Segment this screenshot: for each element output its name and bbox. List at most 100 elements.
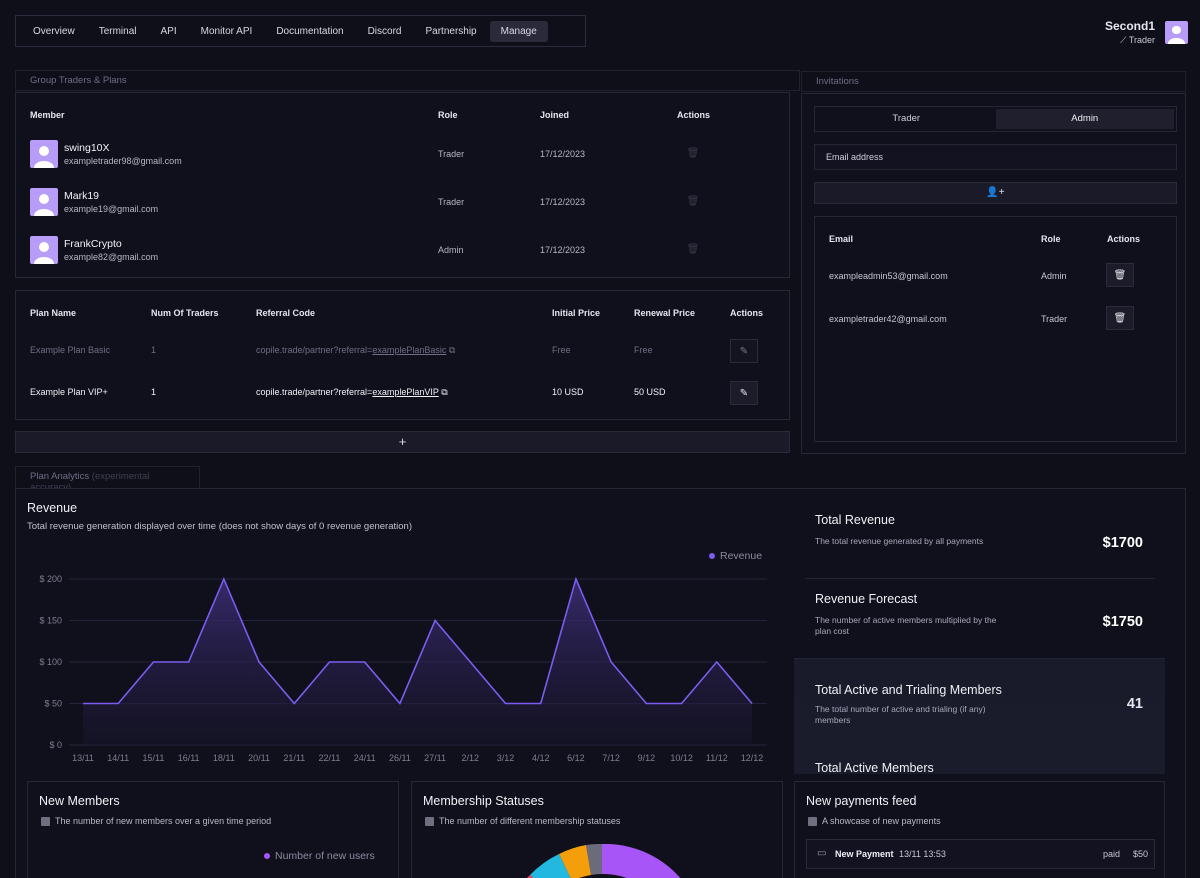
donut-slice-gray [586, 844, 602, 875]
y-tick-label: $ 200 [39, 574, 62, 584]
tab-documentation[interactable]: Documentation [276, 25, 344, 37]
tab-trader[interactable]: Trader [892, 113, 921, 124]
donut-slice-cyan [530, 854, 571, 878]
tab-partnership[interactable]: Partnership [425, 25, 477, 37]
user-menu[interactable]: Second1 ⟋ Trader [1105, 19, 1188, 46]
x-tick-label: 3/12 [497, 753, 515, 763]
edit-icon: ✎ [739, 345, 749, 357]
table-row: Mark19 example19@gmail.com Trader 17/12/… [30, 188, 775, 218]
revenue-legend: Revenue [709, 550, 762, 562]
add-plan-button[interactable]: + [15, 431, 790, 453]
chart-icon [41, 816, 50, 826]
tab-terminal[interactable]: Terminal [98, 25, 137, 37]
copy-icon[interactable]: ⧉ [441, 387, 448, 397]
email-field[interactable]: Email address [814, 144, 1177, 170]
tab-api[interactable]: API [160, 25, 177, 37]
plan-name: Example Plan Basic [30, 345, 111, 355]
payment-amount: $50 [1132, 849, 1148, 859]
card-title: New Members [39, 794, 120, 808]
legend-dot [264, 853, 270, 859]
edit-icon: ✎ [739, 387, 749, 399]
user-name: Second1 [1104, 19, 1155, 33]
wand-icon: ⟋ [1120, 35, 1127, 45]
member-role: Admin [438, 245, 464, 255]
chart-icon [425, 816, 434, 826]
payment-item[interactable]: ▭ New Payment 13/11 13:53 paid $50 [806, 839, 1155, 869]
stat-title: Total Revenue [815, 513, 895, 527]
trash-icon: 🗑 [1113, 312, 1127, 324]
payment-status: paid [1102, 849, 1120, 859]
referral-link[interactable]: copile.trade/partner?referral=examplePla… [256, 345, 455, 356]
edit-plan-button[interactable]: ✎ [730, 381, 758, 405]
plan-renewal-price: Free [634, 345, 653, 355]
revenue-title: Revenue [27, 501, 78, 515]
referral-code: examplePlanVIP [372, 387, 439, 397]
x-tick-label: 12/12 [741, 753, 764, 763]
top-nav: Overview Terminal API Monitor API Docume… [15, 15, 586, 47]
analytics-section-note: (experimental accuracy) [30, 471, 150, 493]
tab-overview[interactable]: Overview [33, 25, 75, 37]
avatar [30, 140, 58, 168]
invite-role: Admin [1041, 271, 1067, 281]
avatar [30, 188, 58, 216]
invite-button[interactable]: 👤+ [814, 182, 1177, 204]
x-tick-label: 18/11 [213, 753, 235, 763]
copy-icon[interactable]: ⧉ [448, 345, 456, 355]
x-tick-label: 26/11 [389, 753, 411, 763]
card-desc-text: The number of new members over a given t… [55, 816, 272, 826]
edit-plan-button[interactable]: ✎ [730, 339, 758, 363]
delete-member-button[interactable]: 🗑 [682, 191, 704, 213]
member-role: Trader [438, 149, 465, 159]
col-joined: Joined [540, 110, 570, 120]
member-email: example19@gmail.com [64, 204, 159, 214]
tab-manage[interactable]: Manage [489, 20, 548, 42]
stats-scroll-area[interactable]: Total Active and Trialing Members The to… [794, 658, 1165, 774]
x-tick-label: 14/11 [107, 753, 129, 763]
trash-icon: 🗑 [686, 196, 700, 207]
referral-code: examplePlanBasic [372, 345, 447, 355]
referral-link[interactable]: copile.trade/partner?referral=examplePla… [256, 387, 448, 398]
trash-icon: 🗑 [1113, 269, 1127, 281]
delete-member-button[interactable]: 🗑 [682, 143, 704, 165]
invite-email: exampletrader42@gmail.com [829, 314, 947, 324]
tab-monitor-api[interactable]: Monitor API [200, 25, 253, 37]
invitations-panel: Trader Admin Email address 👤+ Email Role… [801, 93, 1186, 454]
stat-title: Total Active and Trialing Members [815, 683, 1002, 697]
referral-prefix: copile.trade/partner?referral= [256, 387, 373, 397]
member-name: Mark19 [64, 190, 100, 202]
col-num-traders: Num Of Traders [151, 308, 219, 318]
card-title: Membership Statuses [423, 794, 544, 808]
tab-discord[interactable]: Discord [367, 25, 402, 37]
statuses-donut [526, 844, 681, 878]
x-tick-label: 16/11 [178, 753, 200, 763]
member-role: Trader [438, 197, 465, 207]
plan-num-traders: 1 [151, 387, 157, 397]
invitations-table: Email Role Actions exampleadmin53@gmail.… [814, 216, 1177, 442]
avatar [30, 236, 58, 264]
y-tick-label: $ 50 [44, 699, 62, 709]
delete-invite-button[interactable]: 🗑 [1106, 306, 1134, 330]
tab-admin[interactable]: Admin [995, 109, 1174, 129]
y-tick-label: $ 0 [49, 740, 62, 750]
member-joined: 17/12/2023 [540, 245, 586, 255]
user-role: ⟋ Trader [1105, 35, 1155, 46]
table-row: Example Plan Basic 1 copile.trade/partne… [30, 339, 775, 363]
delete-invite-button[interactable]: 🗑 [1106, 263, 1134, 287]
col-initial-price: Initial Price [552, 308, 601, 318]
traders-section-title: Group Traders & Plans [30, 75, 127, 86]
invitations-section-title: Invitations [816, 76, 859, 87]
x-tick-label: 13/11 [72, 753, 94, 763]
delete-member-button[interactable]: 🗑 [682, 239, 704, 261]
payment-time: 13/11 13:53 [899, 849, 946, 859]
section-label-traders: Group Traders & Plans [15, 70, 800, 91]
member-name: swing10X [64, 142, 110, 154]
y-tick-label: $ 100 [39, 657, 62, 667]
avatar[interactable] [1165, 21, 1188, 44]
col-member: Member [30, 110, 65, 120]
col-actions: Actions [677, 110, 711, 120]
donut-slice-purple [602, 844, 681, 878]
col-email: Email [829, 234, 854, 244]
col-renewal-price: Renewal Price [634, 308, 696, 318]
section-label-invitations: Invitations [801, 71, 1186, 92]
x-tick-label: 27/11 [424, 753, 446, 763]
